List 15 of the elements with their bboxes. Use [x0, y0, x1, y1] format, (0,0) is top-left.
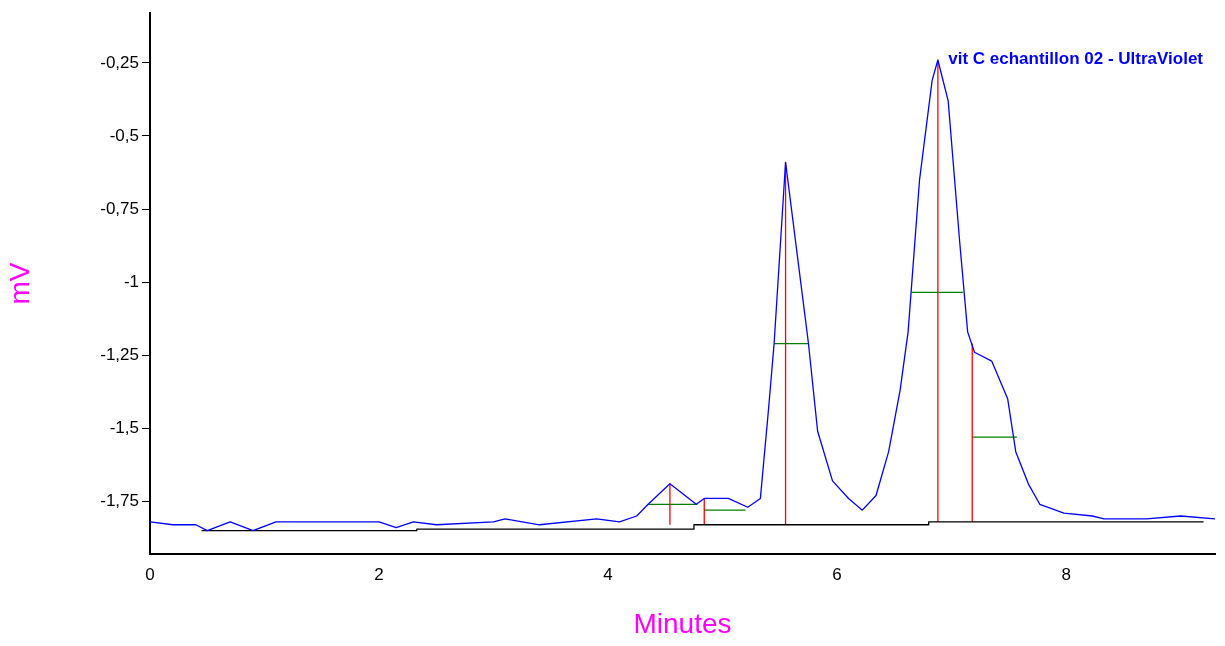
x-tick-label: 4 — [603, 564, 613, 584]
y-tick-label: -1,75 — [100, 491, 139, 511]
y-tick-label: -1,5 — [109, 417, 139, 437]
y-tick-label: -1 — [123, 271, 139, 291]
x-tick-label: 6 — [832, 564, 842, 584]
x-tick-label: 2 — [374, 564, 384, 584]
x-axis-title: Minutes — [633, 607, 732, 639]
y-tick-label: -0,5 — [109, 125, 139, 145]
y-tick-label: -1,25 — [100, 344, 139, 364]
x-tick-label: 0 — [145, 564, 155, 584]
y-axis-title: mV — [3, 262, 35, 305]
y-tick-label: -0,75 — [100, 198, 139, 218]
series-label: vit C echantillon 02 - UltraViolet — [948, 49, 1204, 69]
y-tick-label: -0,25 — [100, 52, 139, 72]
x-tick-label: 8 — [1061, 564, 1071, 584]
